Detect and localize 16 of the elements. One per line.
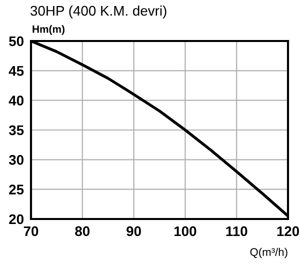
chart-title: 30HP (400 K.M. devri) bbox=[30, 6, 166, 18]
y-tick-label: 40 bbox=[8, 96, 24, 106]
y-tick-label: 20 bbox=[9, 214, 24, 224]
x-tick-label: 110 bbox=[226, 226, 248, 236]
y-axis-title: Hm(m) bbox=[32, 25, 64, 35]
y-tick-label: 45 bbox=[8, 66, 24, 76]
x-tick-label: 80 bbox=[75, 226, 90, 236]
x-tick-label: 120 bbox=[277, 226, 300, 236]
x-axis-title: Q(m³/h) bbox=[250, 248, 288, 258]
x-tick-label: 90 bbox=[126, 226, 141, 236]
x-tick-label: 70 bbox=[24, 226, 38, 236]
x-tick-label: 100 bbox=[174, 226, 196, 236]
y-tick-label: 50 bbox=[9, 36, 24, 46]
y-tick-label: 35 bbox=[8, 125, 24, 136]
y-tick-label: 30 bbox=[8, 155, 24, 165]
y-tick-label: 25 bbox=[9, 184, 24, 195]
